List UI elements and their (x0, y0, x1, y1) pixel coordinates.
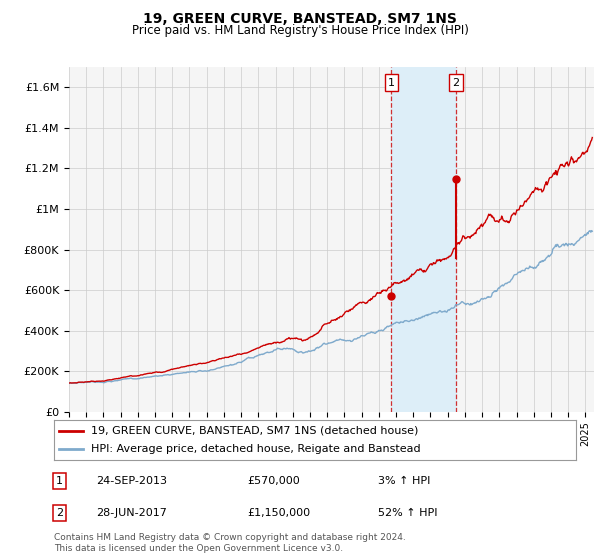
Text: 1: 1 (56, 476, 63, 486)
Text: £570,000: £570,000 (247, 476, 300, 486)
Text: £1,150,000: £1,150,000 (247, 508, 310, 518)
Text: 52% ↑ HPI: 52% ↑ HPI (377, 508, 437, 518)
Text: 1: 1 (388, 77, 395, 87)
Text: 19, GREEN CURVE, BANSTEAD, SM7 1NS: 19, GREEN CURVE, BANSTEAD, SM7 1NS (143, 12, 457, 26)
Text: Price paid vs. HM Land Registry's House Price Index (HPI): Price paid vs. HM Land Registry's House … (131, 24, 469, 37)
Text: 2: 2 (56, 508, 63, 518)
Text: 24-SEP-2013: 24-SEP-2013 (96, 476, 167, 486)
Text: 28-JUN-2017: 28-JUN-2017 (96, 508, 167, 518)
Text: HPI: Average price, detached house, Reigate and Banstead: HPI: Average price, detached house, Reig… (91, 445, 420, 454)
Text: 2: 2 (452, 77, 460, 87)
Text: 19, GREEN CURVE, BANSTEAD, SM7 1NS (detached house): 19, GREEN CURVE, BANSTEAD, SM7 1NS (deta… (91, 426, 418, 436)
Text: Contains HM Land Registry data © Crown copyright and database right 2024.
This d: Contains HM Land Registry data © Crown c… (54, 533, 406, 553)
Text: 3% ↑ HPI: 3% ↑ HPI (377, 476, 430, 486)
Bar (391, 67, 456, 412)
